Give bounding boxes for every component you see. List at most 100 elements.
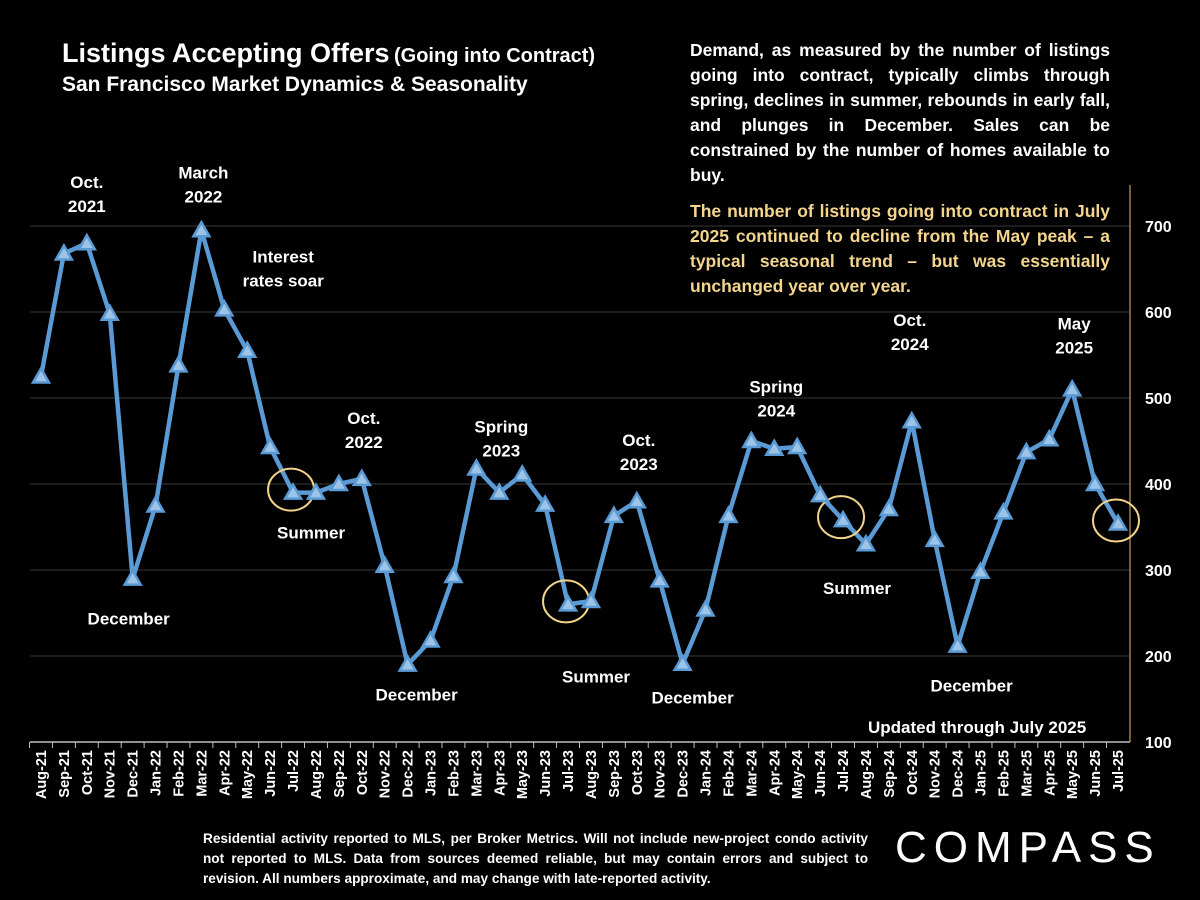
data-point: [168, 354, 189, 373]
chart-title-block: Listings Accepting Offers (Going into Co…: [62, 38, 595, 97]
data-point: [1016, 441, 1037, 460]
data-point: [76, 232, 97, 251]
data-point: [1084, 473, 1106, 492]
annotation-label: Spring: [474, 418, 528, 437]
x-tick-label: Jan-23: [424, 750, 440, 796]
data-point: [603, 505, 625, 524]
x-tick-label: Mar-22: [194, 750, 210, 797]
x-tick-label: Sep-21: [57, 750, 73, 798]
data-point: [259, 436, 281, 455]
annotation-label: Summer: [562, 667, 630, 686]
annotation-label: May: [1058, 314, 1092, 333]
x-tick-label: Dec-22: [401, 750, 417, 798]
x-tick-label: Apr-22: [217, 750, 233, 796]
y-tick-label: 400: [1145, 477, 1172, 494]
x-tick-label: Jan-24: [699, 750, 715, 796]
summer-circle: [817, 495, 866, 540]
x-tick-label: Apr-23: [492, 750, 508, 796]
y-tick-label: 700: [1145, 219, 1172, 236]
x-tick-label: Feb-24: [721, 750, 737, 797]
x-tick-label: Jun-24: [813, 750, 829, 797]
x-tick-label: Mar-23: [469, 750, 485, 797]
x-tick-label: Feb-25: [996, 750, 1012, 797]
annotation-label: Oct.: [893, 311, 926, 330]
data-point: [901, 410, 922, 429]
data-point: [741, 430, 762, 449]
x-tick-label: Aug-21: [34, 750, 50, 799]
data-point: [145, 494, 166, 513]
x-tick-label: Jul-23: [561, 750, 577, 792]
data-point: [1062, 378, 1083, 397]
footer-disclaimer: Residential activity reported to MLS, pe…: [203, 831, 868, 886]
data-point: [764, 438, 785, 456]
data-point: [695, 599, 716, 617]
data-point: [993, 501, 1014, 520]
chart-title-suffix: (Going into Contract): [394, 45, 596, 67]
data-point: [466, 458, 487, 476]
x-tick-label: Sep-22: [332, 750, 348, 798]
x-tick-label: Nov-24: [928, 750, 944, 798]
compass-logo: COMPASS: [895, 823, 1161, 872]
x-tick-label: Aug-22: [309, 750, 325, 799]
data-point: [718, 505, 739, 524]
data-point: [557, 593, 579, 612]
summer-circle: [1092, 498, 1140, 543]
x-tick-label: Feb-22: [171, 750, 187, 797]
annotation-label: 2021: [68, 197, 106, 216]
data-point: [580, 590, 602, 609]
data-point: [214, 298, 235, 317]
data-point: [282, 482, 304, 500]
data-point: [305, 482, 327, 500]
x-tick-label: Jul-24: [836, 750, 852, 792]
data-point: [534, 494, 556, 512]
data-point: [649, 569, 670, 588]
x-tick-label: Jul-25: [1111, 750, 1127, 792]
x-tick-label: Oct-22: [355, 750, 371, 795]
x-tick-label: Mar-24: [744, 750, 760, 797]
data-point: [53, 243, 75, 261]
x-tick-label: Jun-22: [263, 750, 279, 797]
x-tick-label: Dec-24: [951, 750, 967, 798]
annotation-label: Summer: [277, 524, 345, 543]
y-tick-label: 600: [1145, 305, 1172, 322]
data-point: [855, 533, 877, 552]
annotations: Oct. 2021 March 2022 Interest rates soar Decem…: [68, 163, 1093, 707]
annotation-label: Summer: [823, 579, 891, 598]
annotation-label: rates soar: [243, 272, 325, 291]
data-point: [237, 340, 258, 358]
data-point: [122, 568, 143, 586]
data-point: [672, 653, 693, 671]
data-point: [328, 473, 350, 492]
data-point: [832, 509, 854, 528]
data-point: [374, 555, 395, 573]
data-point: [1039, 428, 1060, 447]
annotation-label: Oct.: [70, 173, 103, 192]
x-tick-label: Apr-25: [1042, 750, 1058, 796]
x-tick-label: Aug-23: [584, 750, 600, 799]
x-tick-label: Sep-24: [882, 750, 898, 798]
x-tick-label: May-24: [790, 750, 806, 799]
gridlines: [30, 225, 1130, 657]
annotation-label: 2023: [482, 442, 520, 461]
data-point: [443, 565, 464, 584]
y-tick-label: 300: [1145, 563, 1172, 580]
y-tick-label: 200: [1145, 649, 1172, 666]
x-tick-label: Sep-23: [607, 750, 623, 798]
chart-title: Listings Accepting Offers: [62, 38, 390, 68]
x-tick-label: Dec-23: [676, 750, 692, 798]
annotation-label: 2024: [757, 402, 795, 421]
x-tick-label: Nov-21: [103, 750, 119, 798]
x-tick-label: May-22: [240, 750, 256, 799]
x-tick-label: Jun-25: [1088, 750, 1104, 797]
annotation-label: 2022: [184, 187, 222, 206]
annotation-label: Oct.: [622, 431, 655, 450]
data-point: [970, 561, 991, 579]
annotation-label: December: [376, 686, 459, 705]
annotation-label: 2023: [620, 455, 658, 474]
annotation-label: 2025: [1055, 338, 1093, 357]
data-point: [489, 482, 510, 500]
x-tick-label: Jul-22: [286, 750, 302, 792]
x-tick-label: Jan-22: [149, 750, 165, 796]
data-point: [512, 464, 533, 482]
series-line-path: [38, 228, 1120, 667]
